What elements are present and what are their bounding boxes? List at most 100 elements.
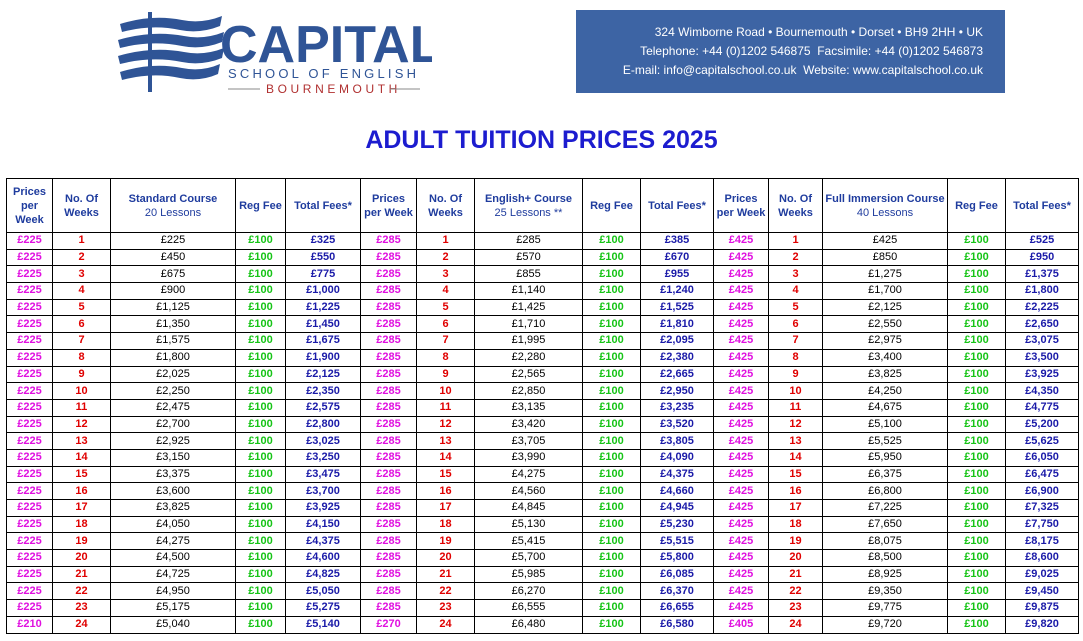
table-cell: £425: [713, 482, 769, 500]
table-cell: £3,150: [110, 448, 236, 467]
table-cell: 16: [768, 482, 823, 500]
table-cell: £285: [360, 398, 417, 417]
table-cell: £225: [6, 265, 53, 284]
table-cell: £100: [947, 298, 1006, 317]
table-cell: 17: [768, 499, 823, 517]
table-cell: 4: [52, 282, 111, 300]
table-cell: £100: [235, 315, 286, 334]
table-cell: £5,130: [474, 515, 583, 534]
table-cell: 21: [52, 565, 111, 584]
logo-name: CAPITAL: [220, 16, 432, 74]
table-cell: £2,800: [285, 415, 361, 434]
table-cell: £100: [947, 365, 1006, 384]
table-cell: £2,700: [110, 415, 236, 434]
table-cell: 10: [768, 382, 823, 400]
table-row: £225 10 £2,250 £100 £2,350 £285 10 £2,850 £100 £2…: [6, 382, 1079, 400]
table-cell: 18: [416, 515, 475, 534]
table-cell: £100: [582, 515, 641, 534]
table-cell: £5,040: [110, 615, 236, 634]
table-cell: £1,350: [110, 315, 236, 334]
table-cell: £5,985: [474, 565, 583, 584]
table-cell: £3,075: [1005, 332, 1079, 350]
table-cell: £6,555: [474, 599, 583, 617]
header-cell: Reg Fee: [582, 178, 641, 233]
table-cell: 22: [768, 582, 823, 601]
table-cell: £3,925: [285, 499, 361, 517]
table-cell: £9,820: [1005, 615, 1079, 634]
table-cell: £285: [360, 265, 417, 284]
table-cell: £225: [6, 315, 53, 334]
header-sub: 40 Lessons: [856, 206, 914, 219]
table-row: £225 14 £3,150 £100 £3,250 £285 14 £3,990 £100 £4…: [6, 448, 1079, 467]
table-cell: £425: [713, 448, 769, 467]
table-cell: 1: [416, 232, 475, 250]
table-cell: 19: [768, 532, 823, 551]
table-row: £225 21 £4,725 £100 £4,825 £285 21 £5,985 £100 £6…: [6, 565, 1079, 584]
table-cell: £100: [947, 432, 1006, 450]
header-title: Prices per Week: [12, 185, 47, 226]
table-cell: 22: [52, 582, 111, 601]
table-cell: 12: [768, 415, 823, 434]
table-cell: 6: [52, 315, 111, 334]
header-cell: Prices per Week: [360, 178, 417, 233]
table-cell: £3,250: [285, 448, 361, 467]
table-cell: 14: [416, 448, 475, 467]
table-cell: £2,950: [640, 382, 714, 400]
table-cell: 12: [416, 415, 475, 434]
table-cell: £425: [713, 465, 769, 484]
table-cell: £425: [713, 398, 769, 417]
table-cell: £7,325: [1005, 499, 1079, 517]
table-cell: £100: [947, 615, 1006, 634]
table-cell: £9,720: [822, 615, 948, 634]
table-cell: £100: [947, 532, 1006, 551]
table-cell: £285: [360, 248, 417, 267]
table-cell: £5,950: [822, 448, 948, 467]
table-cell: £100: [235, 298, 286, 317]
table-cell: £2,250: [110, 382, 236, 400]
table-cell: £100: [235, 599, 286, 617]
table-cell: £100: [582, 465, 641, 484]
table-cell: £1,275: [822, 265, 948, 284]
table-cell: £100: [947, 315, 1006, 334]
table-cell: 19: [416, 532, 475, 551]
table-cell: £325: [285, 232, 361, 250]
table-cell: £225: [6, 382, 53, 400]
header-title: No. Of Weeks: [428, 192, 463, 219]
table-cell: £100: [582, 415, 641, 434]
table-cell: 5: [768, 298, 823, 317]
table-cell: £2,125: [822, 298, 948, 317]
header-title: Total Fees*: [294, 199, 352, 212]
table-row: £225 13 £2,925 £100 £3,025 £285 13 £3,705 £100 £3…: [6, 432, 1079, 450]
header-cell: Total Fees*: [1005, 178, 1079, 233]
table-row: £210 24 £5,040 £100 £5,140 £270 24 £6,480 £100 £6…: [6, 615, 1079, 634]
header-title: Reg Fee: [239, 199, 282, 212]
table-cell: 24: [52, 615, 111, 634]
table-cell: £4,275: [110, 532, 236, 551]
header-cell: Total Fees*: [640, 178, 714, 233]
table-cell: £225: [6, 482, 53, 500]
table-cell: £5,525: [822, 432, 948, 450]
table-cell: £6,085: [640, 565, 714, 584]
table-cell: £8,925: [822, 565, 948, 584]
table-row: £225 15 £3,375 £100 £3,475 £285 15 £4,275 £100 £4…: [6, 465, 1079, 484]
table-cell: £425: [713, 549, 769, 567]
header-title: Reg Fee: [955, 199, 998, 212]
table-cell: £100: [235, 448, 286, 467]
table-cell: £425: [713, 582, 769, 601]
table-cell: £100: [235, 248, 286, 267]
table-cell: £100: [582, 615, 641, 634]
table-cell: £225: [6, 549, 53, 567]
contact-line: Telephone: +44 (0)1202 546875 Facsimile:…: [640, 44, 983, 58]
header-title: Full Immersion Course: [825, 192, 945, 205]
table-cell: £4,050: [110, 515, 236, 534]
table-cell: 10: [52, 382, 111, 400]
header-title: Reg Fee: [590, 199, 633, 212]
table-cell: £2,925: [110, 432, 236, 450]
table-cell: 23: [768, 599, 823, 617]
table-cell: £225: [6, 398, 53, 417]
table-cell: £100: [235, 265, 286, 284]
table-cell: £5,100: [822, 415, 948, 434]
table-cell: £2,565: [474, 365, 583, 384]
table-cell: £1,425: [474, 298, 583, 317]
table-cell: £225: [6, 499, 53, 517]
